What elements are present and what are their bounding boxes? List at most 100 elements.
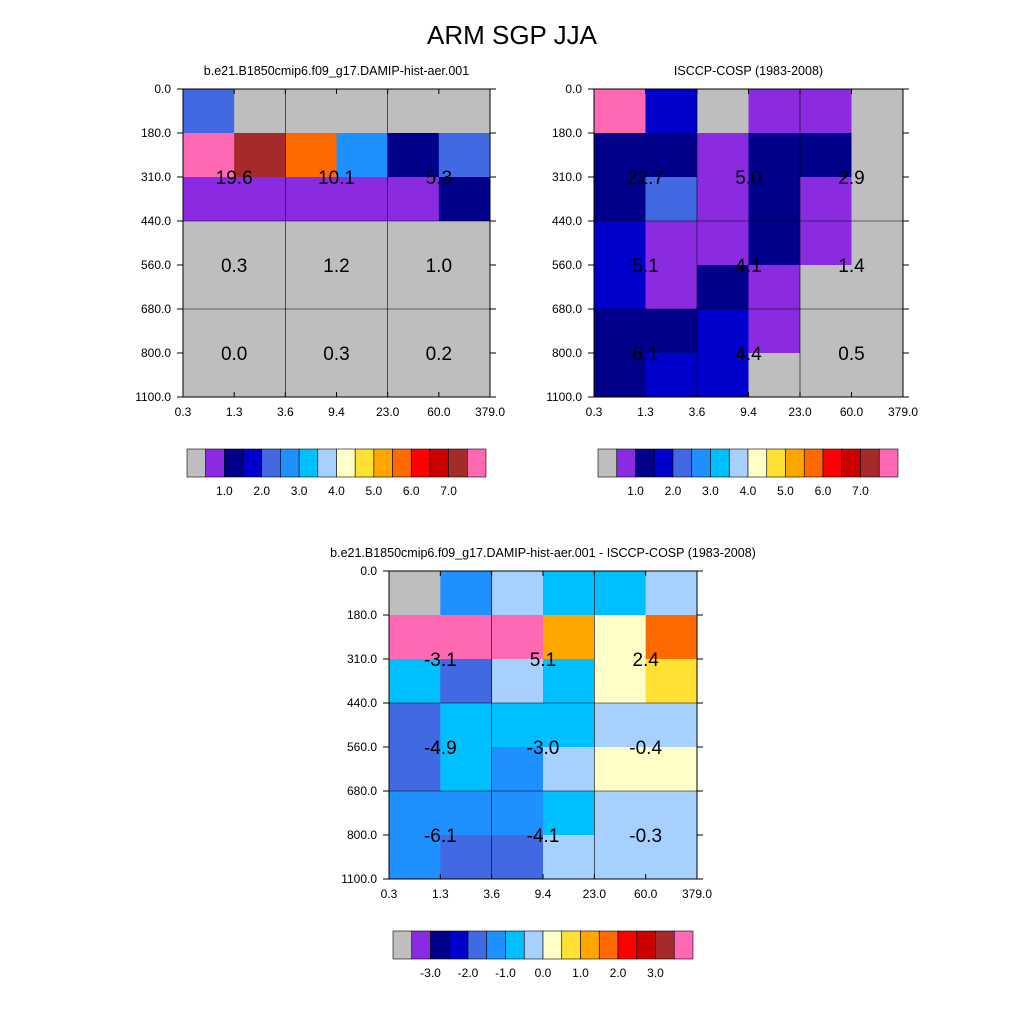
- y-tick-label: 180.0: [347, 608, 377, 622]
- panel-3: b.e21.B1850cmip6.f09_g17.DAMIP-hist-aer.…: [330, 546, 756, 980]
- colorbar-swatch: [354, 448, 375, 478]
- heatmap-cell: [851, 221, 904, 266]
- colorbar-swatch: [747, 448, 768, 478]
- heatmap-cell: [594, 133, 646, 178]
- heatmap-cell: [594, 353, 646, 398]
- heatmap-cell: [645, 221, 698, 266]
- colorbar-swatch: [710, 448, 730, 478]
- heatmap-cell: [389, 791, 441, 836]
- heatmap-cell: [645, 835, 698, 880]
- colorbar-label: -3.0: [420, 966, 441, 980]
- colorbar-swatch: [635, 448, 655, 478]
- heatmap-cell: [800, 221, 852, 266]
- heatmap-cell: [234, 353, 286, 398]
- colorbar-swatch: [336, 448, 356, 478]
- x-tick-label: 379.0: [682, 887, 712, 901]
- y-tick-label: 800.0: [347, 828, 377, 842]
- y-tick-label: 0.0: [154, 82, 171, 96]
- heatmap-cell: [645, 177, 698, 222]
- colorbar-label: 0.0: [535, 966, 552, 980]
- colorbar-swatch: [803, 448, 824, 478]
- colorbar-swatch: [672, 448, 693, 478]
- colorbar-swatch: [878, 448, 899, 478]
- cell-value-label: 0.3: [323, 344, 349, 365]
- x-tick-label: 23.0: [583, 887, 607, 901]
- heatmap-cell: [594, 89, 646, 134]
- heatmap-cell: [183, 89, 235, 134]
- heatmap-cell: [594, 659, 647, 704]
- colorbar-label: 2.0: [610, 966, 627, 980]
- heatmap-cell: [645, 615, 698, 660]
- colorbar: -3.0 -2.0 -1.0 0.0 1.0 2.0 3.0: [392, 930, 694, 980]
- heatmap-cell: [336, 133, 389, 178]
- colorbar-swatch: [653, 448, 674, 478]
- colorbar-swatch: [448, 448, 468, 478]
- heatmap-cell: [183, 353, 235, 398]
- heatmap-cell: [234, 177, 286, 222]
- x-tick-label: 1.3: [226, 405, 243, 419]
- heatmap-cell: [851, 89, 904, 134]
- heatmap-cell: [336, 309, 389, 354]
- heatmap-cell: [594, 309, 646, 354]
- colorbar-swatch: [561, 930, 581, 960]
- heatmap-cell: [389, 615, 441, 660]
- y-tick-label: 440.0: [347, 696, 377, 710]
- colorbar-label: 2.0: [665, 484, 682, 498]
- x-tick-label: 9.4: [740, 405, 757, 419]
- y-tick-label: 800.0: [141, 346, 171, 360]
- colorbar-swatch: [822, 448, 843, 478]
- colorbar-swatch: [785, 448, 805, 478]
- heatmap-cell: [800, 89, 852, 134]
- heatmap-cell: [438, 309, 491, 354]
- heatmap-cell: [748, 221, 801, 266]
- heatmap-cell: [234, 221, 286, 266]
- heatmap-cell: [387, 133, 440, 178]
- heatmap-cell: [387, 353, 440, 398]
- heatmap-cell: [543, 615, 595, 660]
- heatmap-cell: [183, 177, 235, 222]
- cell-value-label: 2.9: [838, 168, 864, 189]
- cell-value-label: 5.0: [735, 168, 761, 189]
- colorbar-label: 1.0: [572, 966, 589, 980]
- panel-1: b.e21.B1850cmip6.f09_g17.DAMIP-hist-aer.…: [135, 64, 505, 498]
- heatmap-cell: [285, 265, 337, 310]
- colorbar-swatch: [429, 448, 449, 478]
- heatmap-cell: [645, 659, 698, 704]
- figure-title: ARM SGP JJA: [426, 20, 597, 50]
- colorbar-swatch: [317, 448, 337, 478]
- cell-value-label: 0.3: [221, 256, 247, 277]
- heatmap-cell: [387, 221, 440, 266]
- cell-value-label: 0.0: [221, 344, 247, 365]
- heatmap-cell: [594, 835, 647, 880]
- heatmap-cell: [438, 133, 491, 178]
- heatmap-cell: [285, 177, 337, 222]
- y-tick-label: 1100.0: [341, 872, 377, 886]
- x-tick-label: 0.3: [586, 405, 603, 419]
- panel-title: ISCCP-COSP (1983-2008): [674, 64, 823, 78]
- cell-value-label: -0.3: [629, 826, 662, 847]
- heatmap-cell: [285, 221, 337, 266]
- heatmap-cell: [543, 835, 595, 880]
- heatmap-cell: [438, 221, 491, 266]
- colorbar-label: 3.0: [702, 484, 719, 498]
- heatmap-cell: [645, 571, 698, 616]
- colorbar-swatch: [430, 930, 450, 960]
- y-tick-label: 310.0: [552, 170, 582, 184]
- heatmap-cell: [594, 703, 647, 748]
- heatmap-cell: [389, 703, 441, 748]
- x-tick-label: 0.3: [175, 405, 192, 419]
- colorbar-label: 4.0: [328, 484, 345, 498]
- heatmap-cell: [594, 791, 647, 836]
- heatmap-cell: [697, 221, 749, 266]
- heatmap-cell: [800, 177, 852, 222]
- heatmap-cell: [543, 659, 595, 704]
- heatmap-cell: [183, 309, 235, 354]
- colorbar-swatch: [448, 930, 469, 960]
- colorbar-label: 1.0: [627, 484, 644, 498]
- heatmap-cell: [800, 353, 852, 398]
- heatmap-cell: [234, 133, 286, 178]
- heatmap-cell: [234, 89, 286, 134]
- cell-value-label: 5.3: [426, 168, 452, 189]
- colorbar-swatch: [280, 448, 300, 478]
- heatmap-cell: [697, 133, 749, 178]
